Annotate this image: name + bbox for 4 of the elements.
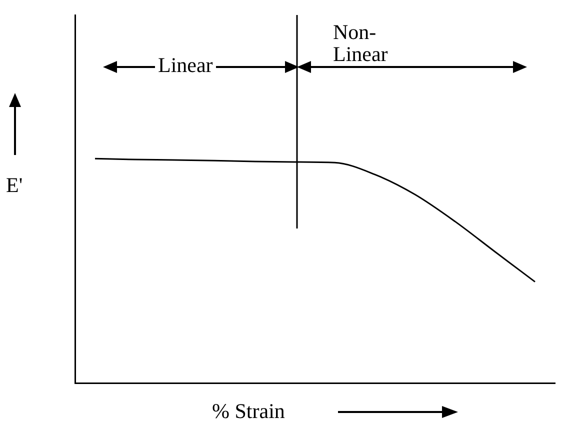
text: Non-Linear [330, 20, 431, 66]
x-axis-title: % Strain [212, 399, 285, 423]
text: Linear [155, 53, 216, 77]
y-axis-title: E' [6, 173, 23, 197]
